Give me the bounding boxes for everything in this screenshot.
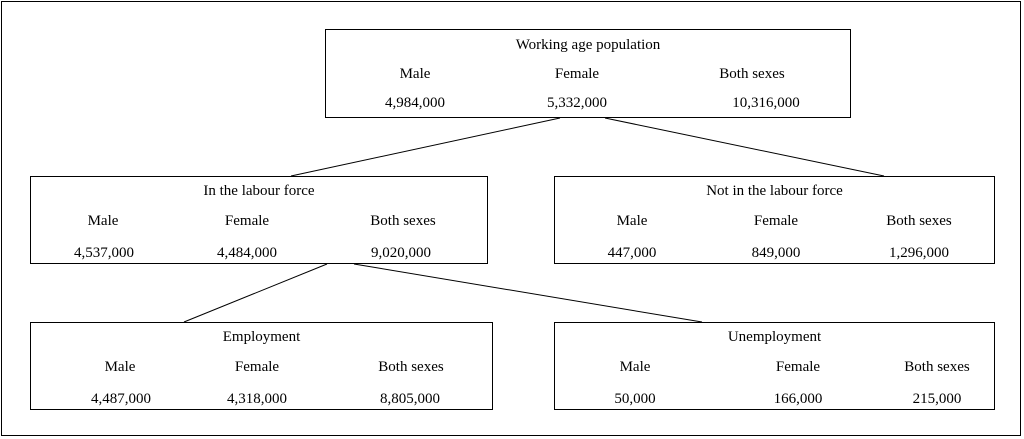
value-female: 849,000	[751, 245, 801, 261]
header-male: Male	[619, 359, 651, 375]
node-in-labour-force: In the labour force Male Female Both sex…	[30, 176, 488, 264]
value-both-sexes: 9,020,000	[371, 245, 431, 261]
header-both-sexes: Both sexes	[719, 66, 785, 82]
value-male: 4,984,000	[385, 95, 445, 111]
value-both-sexes: 215,000	[912, 391, 962, 407]
header-female: Female	[234, 359, 280, 375]
value-both-sexes: 1,296,000	[889, 245, 949, 261]
node-unemployment: Unemployment Male Female Both sexes 50,0…	[554, 322, 995, 410]
node-title: In the labour force	[203, 183, 315, 199]
node-title: Not in the labour force	[706, 183, 843, 199]
header-male: Male	[616, 213, 648, 229]
node-title: Unemployment	[727, 329, 822, 345]
header-male: Male	[104, 359, 136, 375]
edge-working-age-to-not-in-labour-force	[604, 117, 885, 177]
header-female: Female	[775, 359, 821, 375]
edge-in-labour-force-to-unemployment	[353, 263, 703, 323]
header-female: Female	[753, 213, 799, 229]
node-working-age-population: Working age population Male Female Both …	[325, 29, 851, 118]
value-male: 447,000	[607, 245, 657, 261]
node-employment: Employment Male Female Both sexes 4,487,…	[30, 322, 493, 410]
header-female: Female	[224, 213, 270, 229]
value-male: 50,000	[614, 391, 656, 407]
header-female: Female	[554, 66, 600, 82]
value-female: 166,000	[773, 391, 823, 407]
value-male: 4,487,000	[91, 391, 151, 407]
edge-in-labour-force-to-employment	[183, 263, 328, 323]
value-both-sexes: 10,316,000	[732, 95, 800, 111]
node-not-in-labour-force: Not in the labour force Male Female Both…	[554, 176, 995, 264]
node-title: Employment	[222, 329, 301, 345]
value-both-sexes: 8,805,000	[380, 391, 440, 407]
value-female: 4,318,000	[227, 391, 287, 407]
value-female: 4,484,000	[217, 245, 277, 261]
header-male: Male	[399, 66, 431, 82]
value-male: 4,537,000	[74, 245, 134, 261]
header-both-sexes: Both sexes	[370, 213, 436, 229]
header-both-sexes: Both sexes	[378, 359, 444, 375]
value-female: 5,332,000	[547, 95, 607, 111]
header-both-sexes: Both sexes	[904, 359, 970, 375]
node-title: Working age population	[515, 37, 661, 53]
edge-working-age-to-in-labour-force	[290, 117, 561, 177]
header-both-sexes: Both sexes	[886, 213, 952, 229]
header-male: Male	[87, 213, 119, 229]
